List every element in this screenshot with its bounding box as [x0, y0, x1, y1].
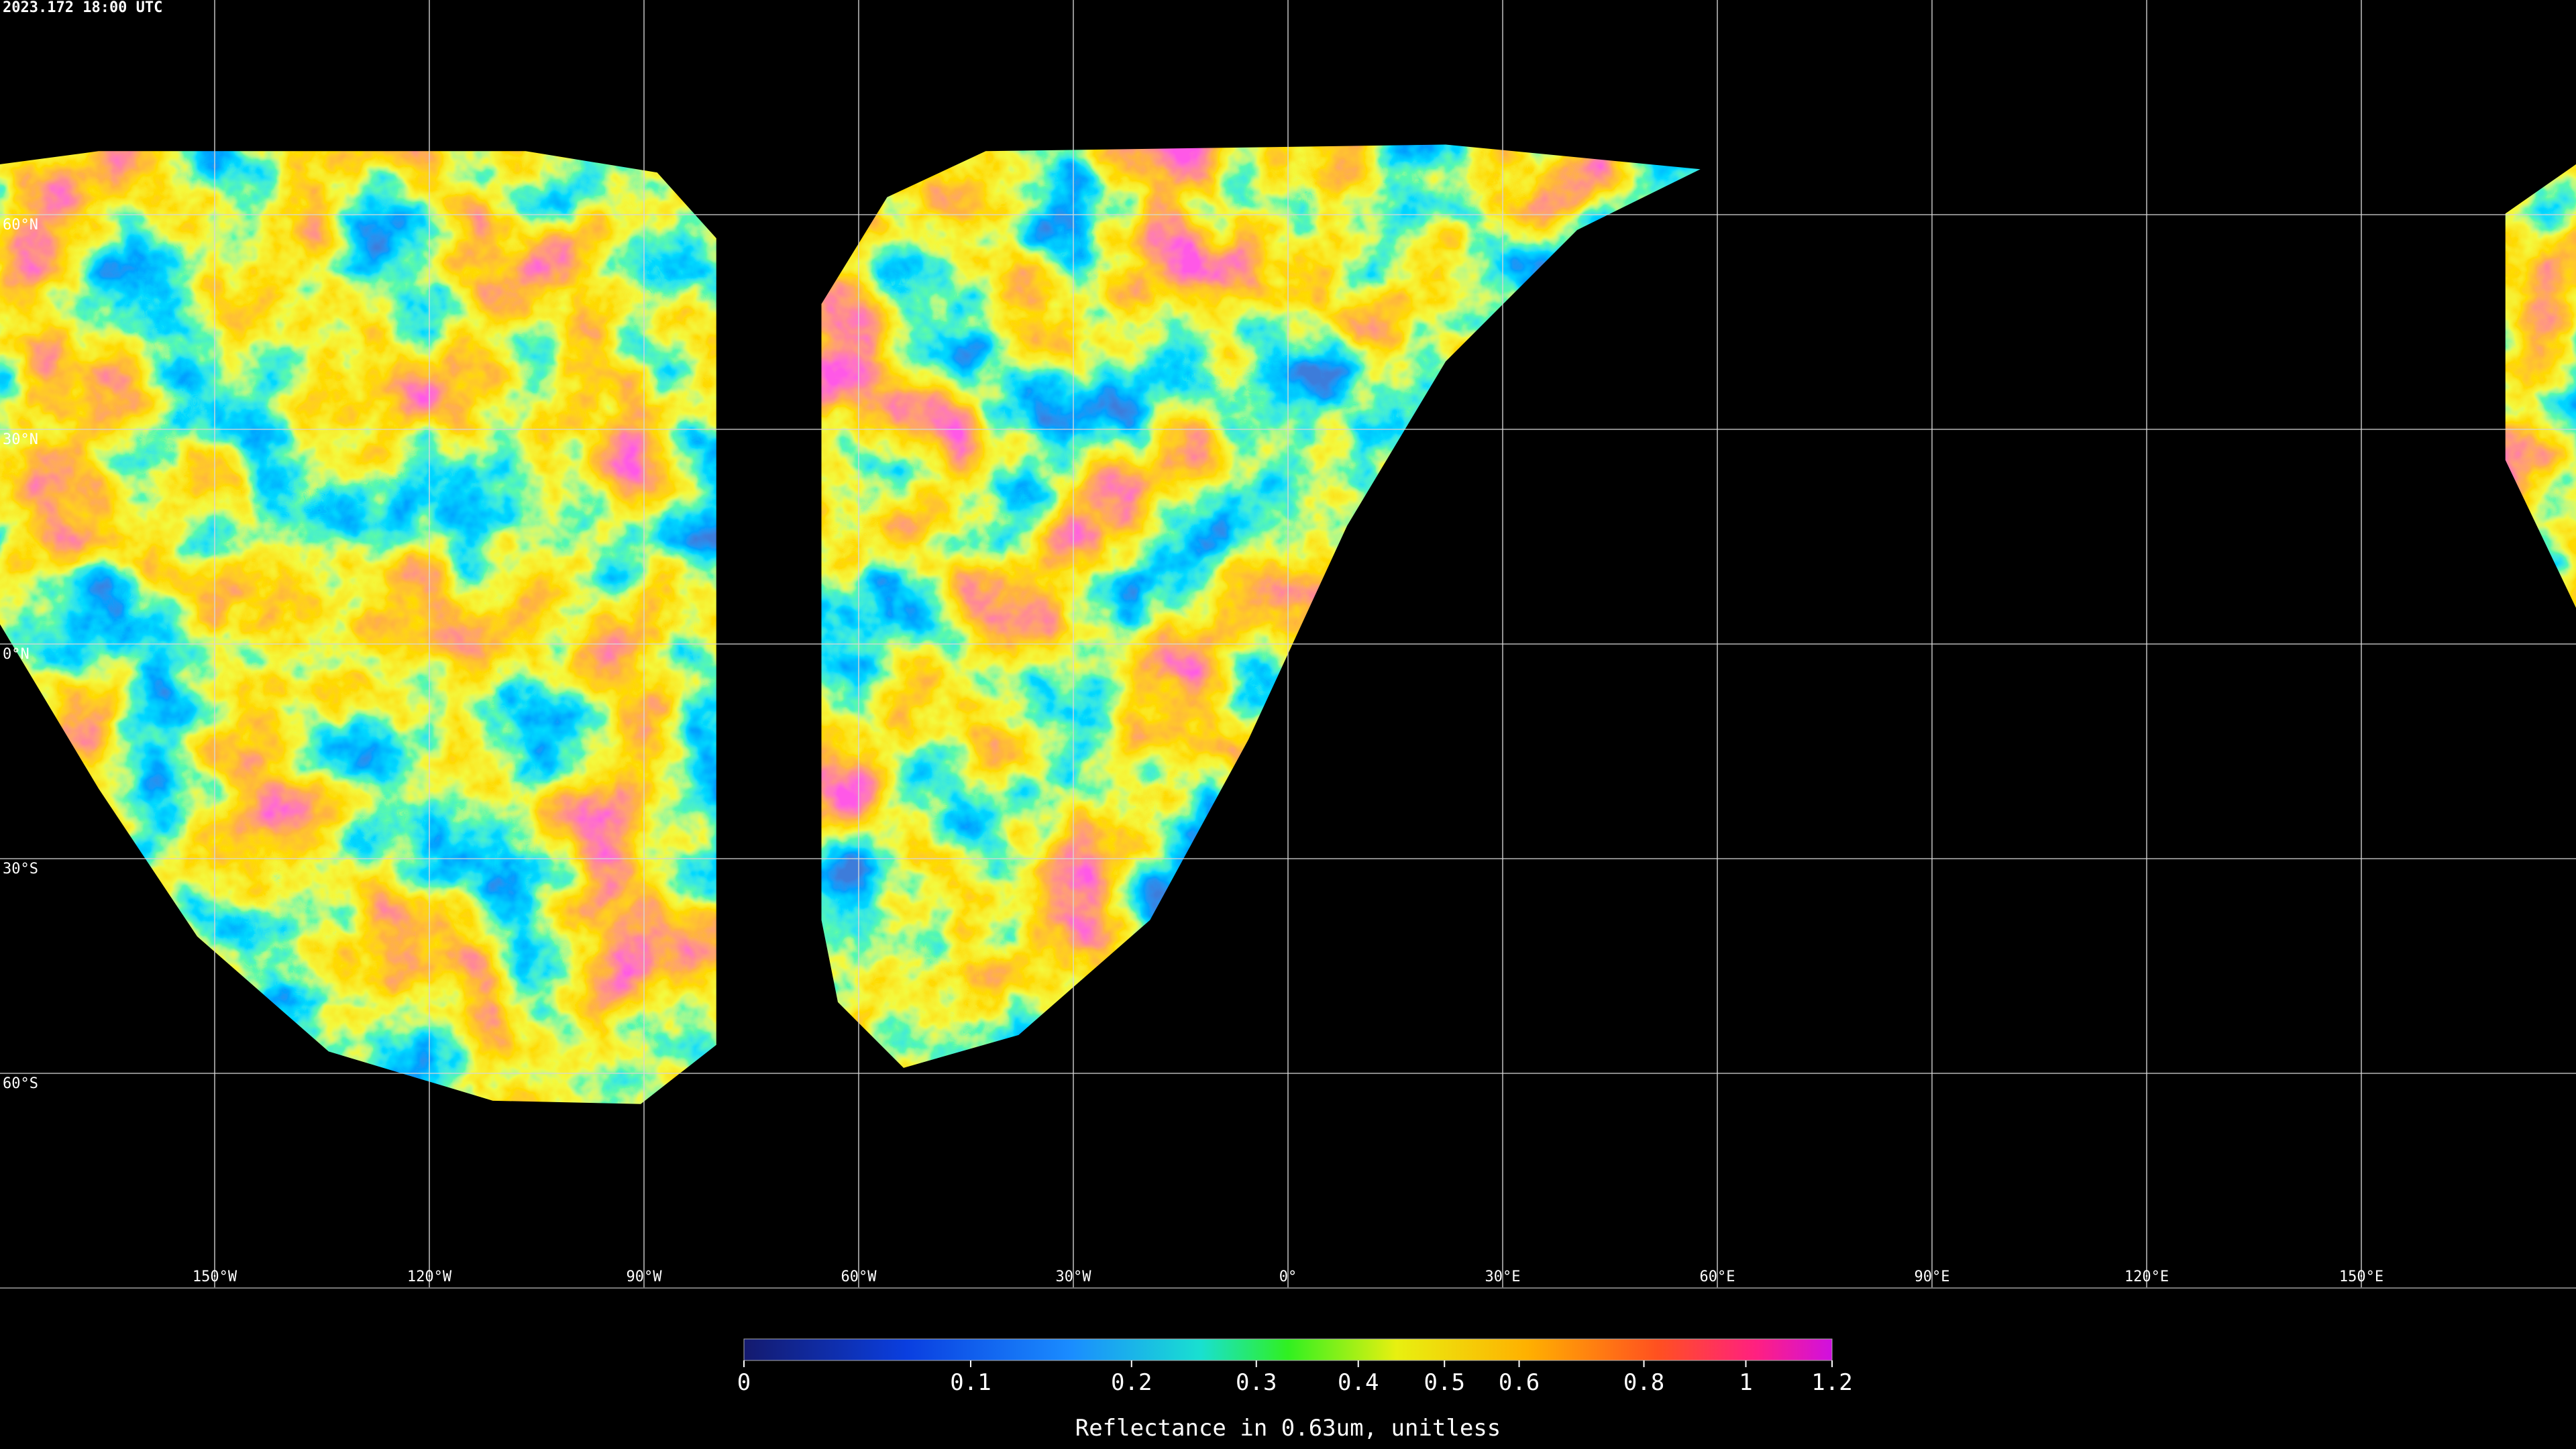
colorbar-tick-label: 0.1: [950, 1369, 991, 1396]
colorbar-tick-label: 0.8: [1623, 1369, 1664, 1396]
colorbar-tick-label: 0.2: [1111, 1369, 1152, 1396]
latitude-label: 30°N: [3, 431, 38, 448]
colorbar-ticks: 0 0.1 0.2 0.3 0.4 0.5 0.6 0.8 1 1.2: [737, 1360, 1853, 1396]
longitude-label: 60°E: [1700, 1269, 1735, 1285]
latitude-label: 0°N: [3, 646, 30, 663]
longitude-label: 0°: [1279, 1269, 1297, 1285]
longitude-label: 150°E: [2339, 1269, 2383, 1285]
colorbar-label: Reflectance in 0.63um, unitless: [1075, 1415, 1501, 1442]
latitude-label: 60°N: [3, 217, 38, 233]
colorbar-tick-label: 0.5: [1424, 1369, 1465, 1396]
longitude-label: 60°W: [841, 1269, 877, 1285]
timestamp: 2023.172 18:00 UTC: [3, 0, 162, 16]
latitude-label: 60°S: [3, 1075, 38, 1092]
longitude-label: 30°W: [1056, 1269, 1092, 1285]
colorbar-tick-label: 0.3: [1236, 1369, 1277, 1396]
latitude-label: 30°S: [3, 861, 38, 877]
colorbar-tick-label: 1.2: [1811, 1369, 1852, 1396]
colorbar-tick-label: 0: [737, 1369, 751, 1396]
graticule: 150°W 120°W 90°W 60°W 30°W 0° 30°E 60°E 90°E 120°…: [0, 0, 2576, 1288]
longitude-label: 90°E: [1915, 1269, 1950, 1285]
colorbar: [743, 1338, 1833, 1361]
longitude-label: 150°W: [193, 1269, 237, 1285]
colorbar-tick-label: 0.6: [1499, 1369, 1540, 1396]
longitude-label: 90°W: [627, 1269, 663, 1285]
longitude-label: 120°W: [407, 1269, 452, 1285]
colorbar-tick-label: 0.4: [1338, 1369, 1379, 1396]
colorbar-tick-label: 1: [1739, 1369, 1752, 1396]
longitude-label: 30°E: [1485, 1269, 1521, 1285]
longitude-label: 120°E: [2125, 1269, 2169, 1285]
